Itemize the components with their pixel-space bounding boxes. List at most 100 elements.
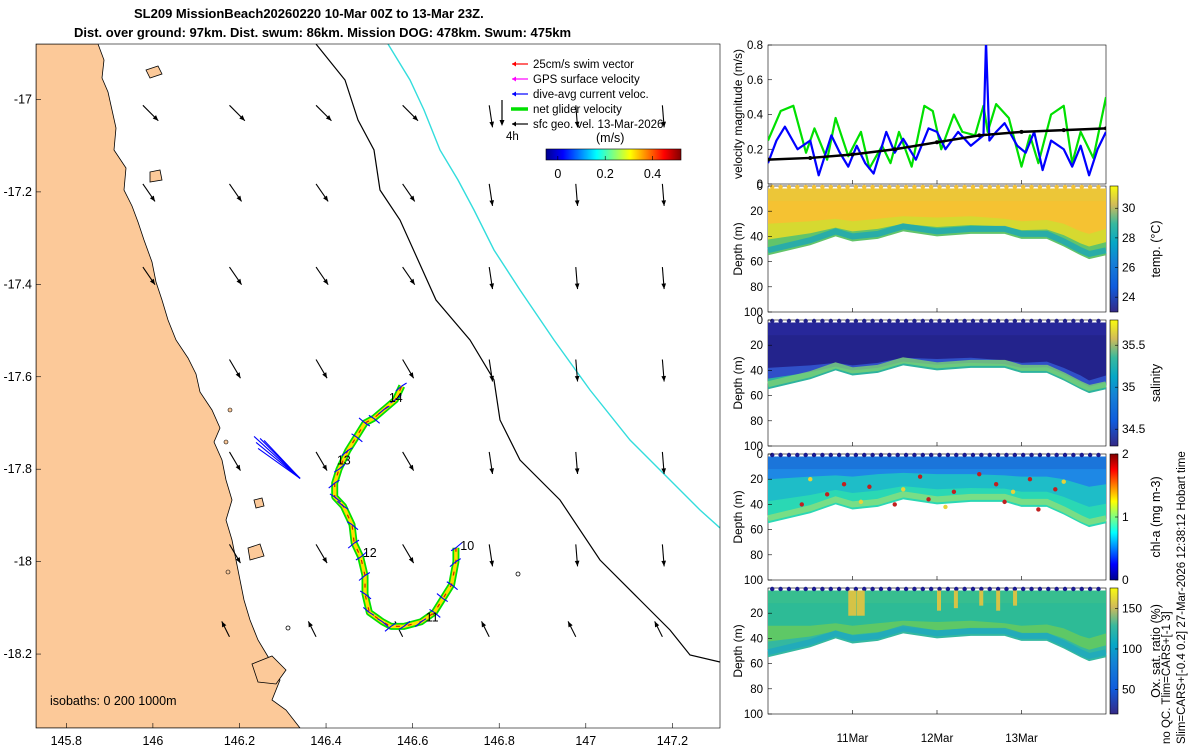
arrow-scale: 4h (499, 100, 519, 143)
map-y-axis: -17 -17.2 -17.4 -17.6 -17.8 -18 -18.2 (4, 92, 41, 661)
velocity-point (935, 140, 939, 145)
current-arrow-head (661, 468, 667, 474)
salinity-surface-dot (903, 318, 909, 324)
salinity-ytick-label: 100 (744, 441, 763, 453)
dive-avg-current-vector (398, 625, 405, 630)
legend-gps-label: GPS surface velocity (533, 74, 640, 86)
current-arrow-head (408, 464, 414, 471)
current-arrow-head (574, 121, 580, 128)
temperature-surface-dot (862, 184, 867, 190)
velocity-point (1104, 126, 1106, 131)
current-arrow-head (408, 557, 414, 564)
dive-avg-current-vector (378, 408, 385, 415)
salinity-surface-dot (1029, 318, 1034, 324)
chla-ytick-label: 80 (750, 550, 763, 562)
current-arrow-head (574, 560, 580, 567)
salinity-surface-dot (862, 318, 867, 324)
isobath-200m (315, 44, 720, 663)
chla-surface-dot (1037, 452, 1043, 458)
salinity-ytick-label: 0 (757, 315, 763, 327)
current-arrow-head (489, 375, 495, 382)
velocity-axes (767, 44, 1107, 185)
oxygen-surface-dot (903, 586, 909, 592)
temperature-ytick-label: 80 (750, 282, 763, 294)
chla-ylabel: Depth (m) (731, 490, 745, 543)
salinity-bottom-edge (767, 357, 1107, 392)
time-axis: 11Mar 12Mar 13Mar (837, 180, 1038, 745)
temperature-surface-dot (836, 184, 842, 190)
salinity-surface-dot (1046, 318, 1051, 324)
oxygen-surface-dot (853, 586, 859, 592)
chart-title-line1: SL209 MissionBeach20260220 10-Mar 00Z to… (134, 6, 484, 21)
salinity-surface-dot (1004, 318, 1009, 324)
current-arrow-head (654, 621, 660, 628)
oxygen-surface-dot (1071, 586, 1076, 592)
dive-avg-current-vector (451, 584, 458, 591)
oxygen-high-patch (953, 590, 958, 609)
colorbar-tick-label: 0.2 (597, 167, 614, 181)
reef-dot-4 (515, 571, 521, 577)
salinity-surface-dot (987, 318, 992, 324)
island-5 (253, 497, 265, 509)
velocity-ylabel: velocity magnitude (m/s) (731, 49, 745, 179)
current-arrow-head (322, 372, 328, 379)
map-xtick-label: 147.2 (657, 734, 688, 748)
legend-dive-avg-icon (512, 91, 516, 97)
day-labels: 10 11 12 13 14 (337, 391, 474, 625)
current-arrow-head (574, 468, 580, 474)
salinity-surface-dot (1071, 318, 1076, 324)
section-panel-chla: 0 20 40 60 80 100 Depth (m) 0 1 2 chl-a (mg m-3) (731, 447, 1163, 587)
salinity-cbar-tick-label: 35.5 (1122, 338, 1146, 352)
legend-dive-avg-label: dive-avg current veloc. (533, 89, 649, 101)
chla-high-dot (824, 492, 830, 497)
map-frame (35, 43, 721, 729)
dive-avg-current-vector (334, 479, 340, 484)
velocity-point (850, 152, 855, 157)
current-arrow-head (235, 372, 241, 379)
oxygen-surface-dot (1012, 586, 1018, 592)
legend-sfc-geo-velocity: sfc geo. vel. 13-Mar-2026 (512, 119, 663, 131)
chla-high-dot (926, 497, 931, 502)
chla-surface-dot (1087, 452, 1093, 458)
map-xtick-label: 146.4 (310, 734, 341, 748)
oxygen-high-patch (1013, 590, 1018, 606)
legend-gps-surface-velocity: GPS surface velocity (512, 74, 640, 86)
side-note-line1: Slim=CARS+[-0.4 0.2] 27-Mar-2026 12:38:1… (1176, 451, 1188, 744)
dive-avg-current-vector (343, 505, 349, 510)
oxygen-surface-dot (1020, 586, 1026, 592)
day-label: 13 (337, 454, 351, 468)
temperature-surface-dot (1079, 184, 1084, 190)
chla-surface-dot (962, 452, 967, 458)
chla-mid-dot (1010, 489, 1016, 494)
velocity-series-line (768, 45, 1106, 177)
chla-surface-dot (928, 452, 934, 458)
oxygen-surface-dot (778, 586, 783, 592)
chla-surface-dot (1071, 452, 1076, 458)
legend-sfc-geo-icon (512, 121, 516, 127)
chla-surface-dot (1054, 452, 1059, 458)
chla-high-dot (799, 502, 804, 507)
coastline-land (36, 44, 301, 728)
temperature-surface-dot (995, 184, 1001, 190)
dive-avg-current-vector (351, 524, 359, 531)
dive-avg-current-vector (455, 558, 462, 563)
salinity-surface-dot (954, 318, 959, 324)
chla-cbar-tick-label: 1 (1122, 510, 1129, 524)
chla-surface-dot (920, 452, 926, 458)
legend-dive-avg-current: dive-avg current veloc. (512, 89, 649, 101)
oxygen-high-patch (937, 590, 941, 611)
temperature-surface-dot (928, 184, 934, 190)
speed-colorbar (545, 148, 682, 161)
arrow-scale-label: 4h (506, 131, 519, 143)
chla-surface-dot (770, 452, 775, 458)
oxygen-surface-dot (912, 586, 917, 592)
isobaths-label: isobaths: 0 200 1000m (50, 694, 176, 708)
temperature-surface-dot (937, 184, 942, 190)
reef-dot-2 (223, 439, 229, 445)
legend-swim-vector-label: 25cm/s swim vector (533, 59, 634, 71)
temperature-colorbar (1109, 185, 1119, 313)
dive-avg-current-vector (390, 399, 396, 404)
salinity-surface-band (768, 322, 1106, 336)
